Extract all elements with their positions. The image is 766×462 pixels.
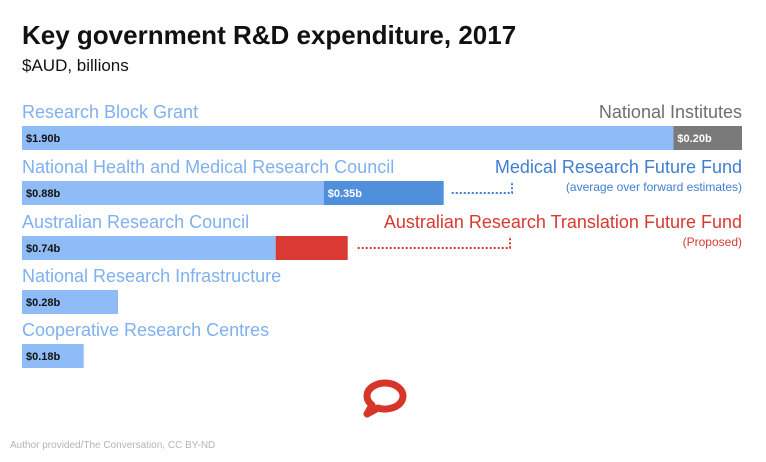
bar-crc	[22, 344, 84, 368]
chart-subtitle: $AUD, billions	[22, 56, 129, 75]
annotation-artff: Australian Research Translation Future F…	[384, 212, 742, 232]
credit-text: Author provided/The Conversation, CC BY-…	[10, 440, 215, 451]
annotation-national-institutes: National Institutes	[599, 102, 742, 122]
value-label-research-block-grant: $1.90b	[26, 133, 61, 145]
chart-title: Key government R&D expenditure, 2017	[22, 20, 516, 50]
bar-segment-artff	[275, 236, 348, 260]
category-label-nri: National Research Infrastructure	[22, 266, 281, 286]
leader-line-artff	[357, 236, 511, 249]
conversation-speech-bubble-icon	[363, 379, 407, 418]
leader-line-mrff	[451, 181, 513, 194]
bar-segment-national-institutes	[673, 126, 742, 150]
annotation-mrff-sub: (average over forward estimates)	[566, 180, 742, 194]
category-label-nhmrc: National Health and Medical Research Cou…	[22, 157, 394, 177]
annotation-artff-sub: (Proposed)	[683, 235, 742, 249]
value-label-nhmrc: $0.88b	[26, 188, 61, 200]
value-label-national-institutes: $0.20b	[677, 133, 712, 145]
bar-research-block-grant	[22, 126, 674, 150]
bar-nri	[22, 290, 118, 314]
value-label-arc: $0.74b	[26, 243, 61, 255]
bars-layer: Research Block Grant $1.90b National Healt…	[22, 102, 742, 368]
bar-arc	[22, 236, 276, 260]
category-label-crc: Cooperative Research Centres	[22, 320, 269, 340]
value-label-crc: $0.18b	[26, 351, 61, 363]
category-label-research-block-grant: Research Block Grant	[22, 102, 198, 122]
annotation-mrff: Medical Research Future Fund	[495, 157, 742, 177]
bar-segment-mrff	[323, 181, 444, 205]
category-label-arc: Australian Research Council	[22, 212, 249, 232]
bar-nhmrc	[22, 181, 324, 205]
value-label-nri: $0.28b	[26, 297, 61, 309]
value-label-mrff: $0.35b	[328, 188, 363, 200]
